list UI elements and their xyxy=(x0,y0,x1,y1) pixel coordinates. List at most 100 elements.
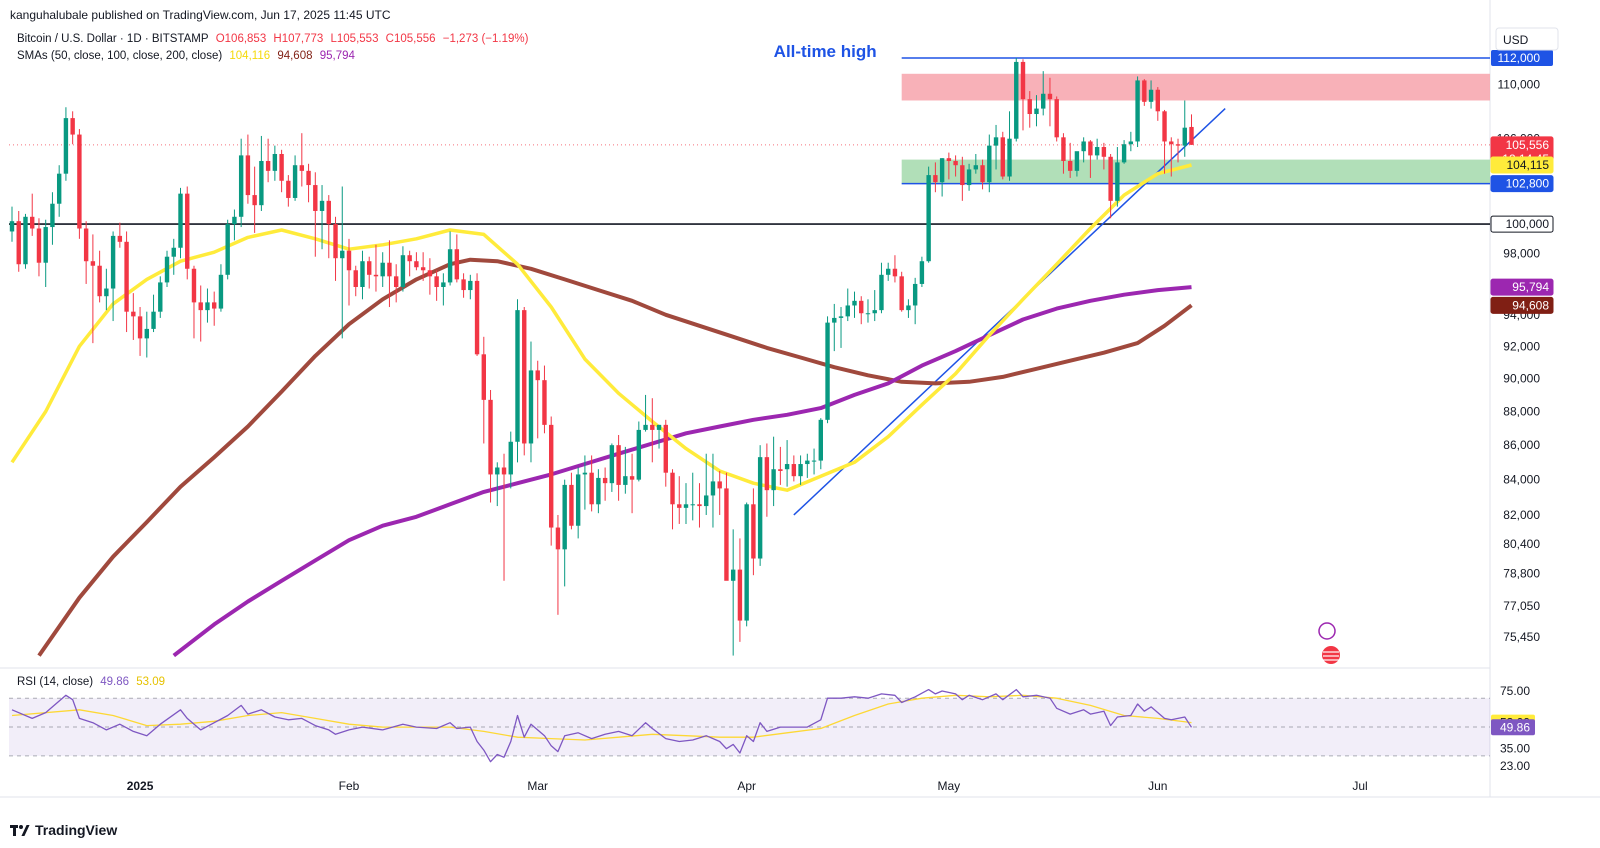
ath-annotation: All-time high xyxy=(774,42,877,61)
candle-body xyxy=(50,203,55,228)
candle-body xyxy=(77,134,82,229)
rsi-ma-value: 53.09 xyxy=(136,676,166,688)
candle-body xyxy=(791,464,797,477)
sma100-value: 95,794 xyxy=(319,50,355,62)
candle-body xyxy=(1014,61,1019,139)
price-axis-label: 90,000 xyxy=(1503,372,1540,386)
sma50-line xyxy=(10,163,1192,492)
candle-body xyxy=(468,280,473,291)
sma200-value: 94,608 xyxy=(277,50,313,62)
candle-body xyxy=(798,464,803,477)
candle-body xyxy=(393,276,399,287)
price-badge-text: 95,794 xyxy=(1512,280,1549,294)
candle-body xyxy=(198,302,203,311)
price-axis-label: 82,000 xyxy=(1503,508,1540,522)
candle-body xyxy=(636,429,642,480)
candle-body xyxy=(1169,141,1174,145)
candle-body xyxy=(124,241,129,312)
candle-body xyxy=(1081,141,1086,152)
candle-body xyxy=(488,399,493,475)
candle-body xyxy=(939,158,945,183)
price-axis-label: 86,000 xyxy=(1503,438,1540,452)
candle-body xyxy=(528,370,534,444)
time-axis-label: Apr xyxy=(737,779,756,793)
candle-body xyxy=(784,464,790,470)
candle-body xyxy=(407,255,412,262)
candle-body xyxy=(751,504,756,559)
time-axis-label: 2025 xyxy=(127,779,154,793)
candle-body xyxy=(9,221,15,232)
price-axis-label: 92,000 xyxy=(1503,339,1540,353)
candle-body xyxy=(832,317,837,323)
currency-box xyxy=(1495,27,1559,51)
candle-body xyxy=(912,283,918,306)
candle-body xyxy=(306,170,311,186)
candle-body xyxy=(110,235,116,289)
candle-body xyxy=(953,160,958,166)
candle-body xyxy=(872,310,877,314)
candle-body xyxy=(346,250,352,271)
candle-body xyxy=(56,173,62,204)
time-axis-label: Jun xyxy=(1148,779,1167,793)
candle-body xyxy=(1162,111,1167,142)
ohlc-close: C105,556 xyxy=(385,33,436,45)
candle-body xyxy=(1034,108,1039,115)
candle-body xyxy=(30,216,35,229)
price-badge-text: 94,608 xyxy=(1512,298,1549,312)
candle-body xyxy=(131,311,136,317)
rsi-value: 49.86 xyxy=(100,676,130,688)
candle-body xyxy=(818,419,823,461)
candle-body xyxy=(36,228,42,263)
candle-body xyxy=(865,313,871,315)
candle-body xyxy=(380,262,385,277)
candle-body xyxy=(1175,144,1181,146)
candle-body xyxy=(326,200,331,225)
candle-body xyxy=(441,282,446,287)
candle-body xyxy=(313,185,318,211)
candle-body xyxy=(144,328,149,339)
candle-body xyxy=(697,504,702,507)
candle-body xyxy=(1189,126,1194,145)
candle-body xyxy=(427,270,433,277)
candle-body xyxy=(420,267,426,271)
candle-body xyxy=(1142,80,1147,102)
candle-body xyxy=(919,261,925,284)
candle-body xyxy=(946,158,952,161)
time-axis-label: Jul xyxy=(1352,779,1367,793)
candle-body xyxy=(596,477,601,505)
candle-body xyxy=(1054,99,1059,138)
candle-body xyxy=(1148,89,1154,102)
candle-body xyxy=(704,495,709,507)
candle-body xyxy=(1135,80,1140,142)
sma200-line xyxy=(37,257,1193,657)
rsi-label: RSI (14, close) xyxy=(17,676,94,688)
price-badge-ath xyxy=(1491,50,1553,66)
ohlc-open: O106,853 xyxy=(215,33,267,45)
candle-body xyxy=(623,476,628,485)
candle-body xyxy=(245,155,251,196)
candle-body xyxy=(90,261,96,266)
rsi-axis-label: 23.00 xyxy=(1500,759,1530,773)
candle-body xyxy=(43,227,48,263)
candle-body xyxy=(191,268,197,303)
candle-body xyxy=(225,224,230,275)
candle-body xyxy=(926,175,931,262)
candle-body xyxy=(892,268,898,277)
price-badge-text: 102,800 xyxy=(1506,177,1550,191)
candle-body xyxy=(83,228,89,262)
candle-body xyxy=(1047,93,1053,100)
candle-body xyxy=(158,282,163,312)
rsi-axis-label: 75.00 xyxy=(1500,684,1530,698)
price-axis-label: 88,000 xyxy=(1503,404,1540,418)
time-axis-label: May xyxy=(938,779,961,793)
price-badge xyxy=(1490,278,1554,296)
symbol-name: Bitcoin / U.S. Dollar · 1D · BITSTAMP xyxy=(17,33,209,45)
candle-body xyxy=(602,477,608,484)
candle-body xyxy=(906,305,911,311)
candle-body xyxy=(104,288,109,297)
candle-body xyxy=(670,472,675,505)
candle-body xyxy=(757,457,763,559)
candle-body xyxy=(414,261,419,268)
candle-body xyxy=(353,270,358,287)
